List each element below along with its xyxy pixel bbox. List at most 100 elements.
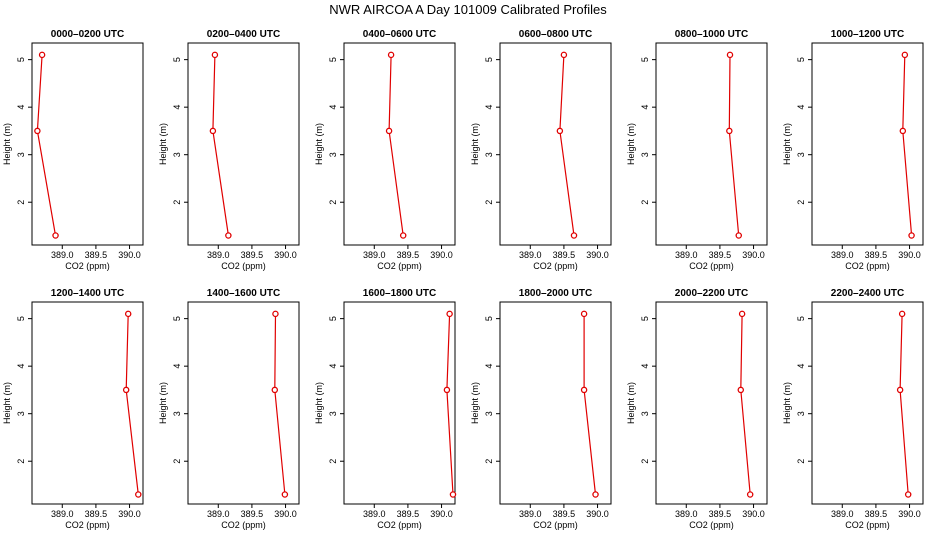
y-tick-label: 3 — [640, 152, 650, 157]
y-tick-label: 3 — [640, 411, 650, 416]
data-point — [399, 232, 407, 239]
y-tick-label: 2 — [484, 200, 494, 205]
x-tick-label: 389.5 — [865, 250, 888, 260]
y-tick-label: 5 — [640, 316, 650, 321]
panel-4: 0600–0800 UTC 389.0 389.5 390.0 2 3 4 5 CO2 (ppm… — [470, 29, 612, 271]
panel-title: 2200–2400 UTC — [831, 288, 904, 299]
panel-10: 1800–2000 UTC 389.0 389.5 390.0 2 3 4 5 CO2 (ppm… — [470, 288, 612, 530]
plot-frame — [811, 301, 924, 505]
profile-line — [274, 313, 286, 495]
x-axis-label: CO2 (ppm) — [845, 520, 890, 530]
y-axis-label: Height (m) — [470, 123, 480, 165]
panel-6: 1000–1200 UTC 389.0 389.5 390.0 2 3 4 5 CO2 (ppm… — [782, 29, 924, 271]
data-point — [898, 310, 906, 318]
data-point — [735, 232, 742, 239]
x-axis-label: CO2 (ppm) — [533, 520, 578, 530]
x-axis-label: CO2 (ppm) — [65, 520, 110, 530]
y-tick-label: 4 — [796, 364, 806, 369]
x-tick-label: 389.5 — [397, 509, 420, 519]
x-tick-label: 389.5 — [85, 250, 108, 260]
plot-frame — [187, 301, 300, 505]
panel-title: 1000–1200 UTC — [831, 29, 904, 40]
y-tick-label: 3 — [172, 411, 182, 416]
y-tick-label: 2 — [484, 459, 494, 464]
y-axis-label: Height (m) — [158, 382, 168, 424]
profile-line — [899, 313, 909, 495]
x-tick-label: 389.5 — [85, 509, 108, 519]
profile-line — [388, 54, 404, 236]
x-tick-label: 389.5 — [709, 509, 732, 519]
data-point — [738, 310, 746, 318]
y-axis-label: Height (m) — [2, 382, 12, 424]
y-tick-label: 3 — [796, 411, 806, 416]
x-axis-label: CO2 (ppm) — [689, 261, 734, 271]
data-point — [904, 491, 912, 498]
data-point — [34, 127, 41, 135]
y-tick-label: 5 — [172, 316, 182, 321]
y-tick-label: 3 — [172, 152, 182, 157]
x-tick-label: 390.0 — [430, 250, 453, 260]
x-tick-label: 389.5 — [241, 250, 264, 260]
plot-frame — [343, 301, 456, 505]
panel-11: 2000–2200 UTC 389.0 389.5 390.0 2 3 4 5 CO2 (ppm… — [626, 288, 768, 530]
y-tick-label: 4 — [484, 364, 494, 369]
y-tick-label: 4 — [328, 105, 338, 110]
x-tick-label: 389.0 — [675, 250, 698, 260]
x-tick-label: 389.5 — [709, 250, 732, 260]
y-tick-label: 5 — [16, 316, 26, 321]
y-tick-label: 3 — [328, 152, 338, 157]
data-point — [385, 127, 393, 135]
data-point — [38, 51, 46, 59]
data-point — [271, 386, 279, 394]
y-axis-label: Height (m) — [470, 382, 480, 424]
profile-line — [902, 54, 913, 236]
data-point — [580, 310, 588, 318]
x-tick-label: 390.0 — [742, 250, 765, 260]
x-axis-label: CO2 (ppm) — [845, 261, 890, 271]
y-tick-label: 5 — [484, 57, 494, 62]
y-axis-label: Height (m) — [782, 382, 792, 424]
profile-line — [212, 54, 229, 236]
x-axis-label: CO2 (ppm) — [689, 520, 734, 530]
x-tick-label: 389.0 — [831, 509, 854, 519]
data-point — [556, 127, 564, 135]
data-point — [592, 491, 599, 498]
data-point — [726, 51, 734, 59]
x-axis-label: CO2 (ppm) — [533, 261, 578, 271]
x-axis-label: CO2 (ppm) — [377, 520, 422, 530]
panel-title: 1200–1400 UTC — [51, 288, 124, 299]
y-axis-label: Height (m) — [626, 382, 636, 424]
panel-title: 2000–2200 UTC — [675, 288, 748, 299]
x-tick-label: 389.0 — [51, 250, 74, 260]
plot-frame — [811, 42, 924, 246]
data-point — [124, 310, 132, 318]
y-tick-label: 5 — [484, 316, 494, 321]
y-tick-label: 4 — [172, 105, 182, 110]
x-tick-label: 390.0 — [274, 250, 297, 260]
data-point — [281, 491, 289, 498]
plot-frame — [31, 301, 144, 505]
data-point — [570, 232, 578, 239]
y-tick-label: 4 — [16, 105, 26, 110]
y-axis-label: Height (m) — [782, 123, 792, 165]
x-axis-label: CO2 (ppm) — [221, 520, 266, 530]
panel-2: 0200–0400 UTC 389.0 389.5 390.0 2 3 4 5 CO2 (ppm… — [158, 29, 300, 271]
data-point — [225, 232, 232, 239]
y-tick-label: 2 — [640, 459, 650, 464]
x-tick-label: 390.0 — [118, 250, 141, 260]
plot-frame — [187, 42, 300, 246]
y-axis-label: Height (m) — [2, 123, 12, 165]
y-tick-label: 5 — [328, 316, 338, 321]
panel-12: 2200–2400 UTC 389.0 389.5 390.0 2 3 4 5 CO2 (ppm… — [782, 288, 924, 530]
profile-line — [125, 313, 139, 495]
y-tick-label: 2 — [640, 200, 650, 205]
x-tick-label: 389.5 — [553, 509, 576, 519]
y-axis-label: Height (m) — [314, 382, 324, 424]
y-tick-label: 3 — [328, 411, 338, 416]
profile-line — [36, 54, 57, 236]
data-point — [387, 51, 395, 59]
panel-title: 0200–0400 UTC — [207, 29, 280, 40]
panel-5: 0800–1000 UTC 389.0 389.5 390.0 2 3 4 5 CO2 (ppm… — [626, 29, 768, 271]
x-tick-label: 390.0 — [898, 509, 921, 519]
